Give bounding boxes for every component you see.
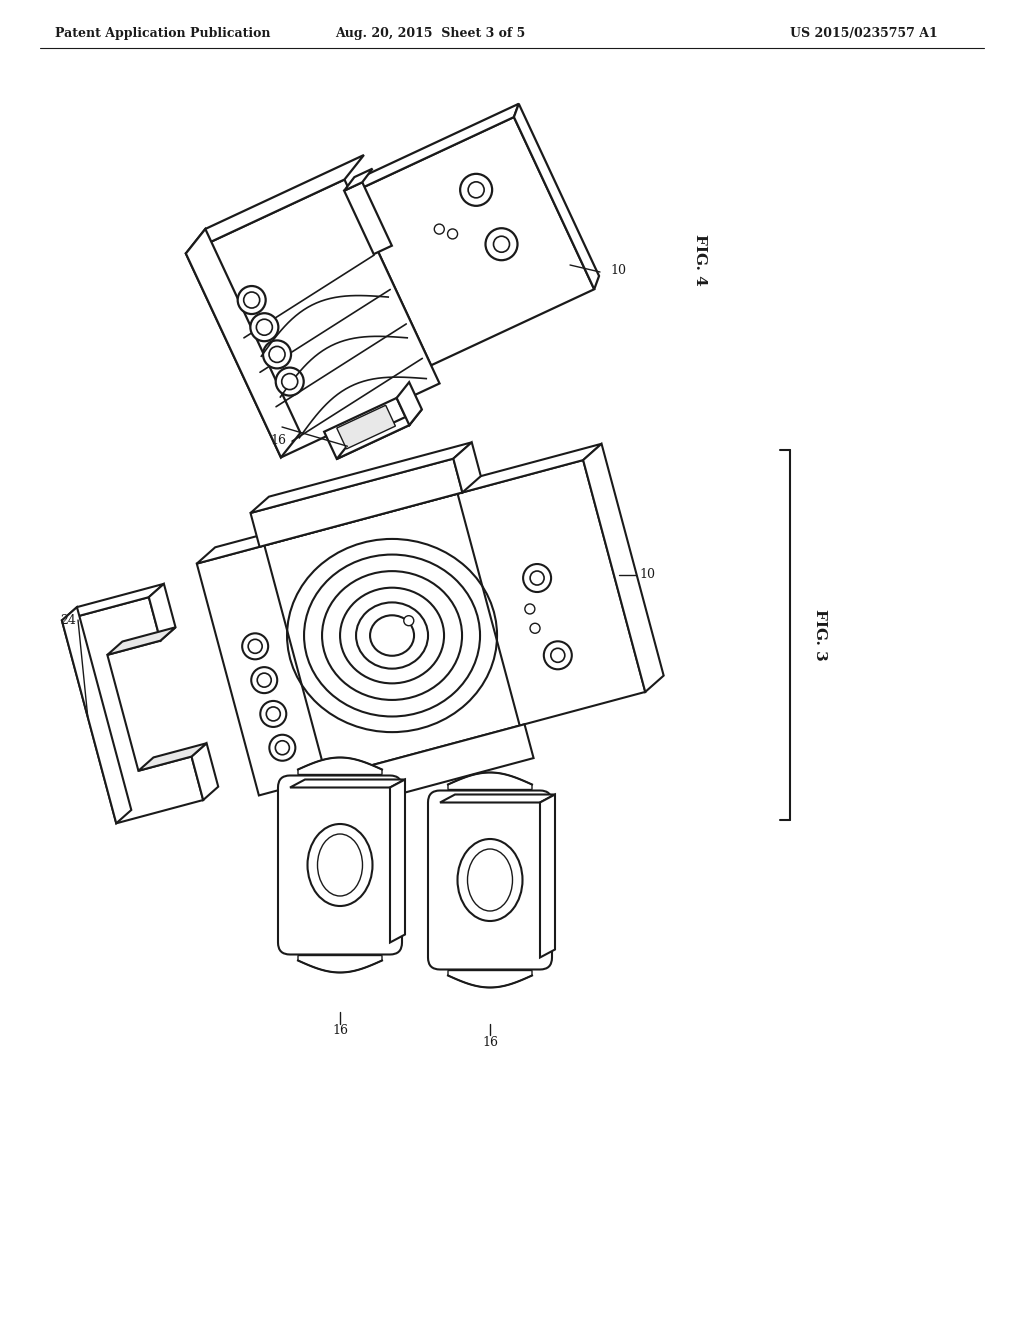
Circle shape — [530, 572, 544, 585]
Polygon shape — [298, 956, 382, 973]
Circle shape — [494, 236, 510, 252]
Text: 10: 10 — [610, 264, 626, 276]
Polygon shape — [185, 228, 300, 458]
Circle shape — [242, 634, 268, 659]
Ellipse shape — [307, 824, 373, 906]
Text: 24: 24 — [60, 614, 76, 627]
Polygon shape — [197, 444, 601, 564]
Polygon shape — [298, 758, 382, 775]
Polygon shape — [61, 607, 131, 824]
Text: FIG. 3: FIG. 3 — [813, 609, 827, 661]
Ellipse shape — [458, 840, 522, 921]
Circle shape — [468, 182, 484, 198]
Polygon shape — [251, 458, 463, 546]
Polygon shape — [396, 383, 422, 425]
Polygon shape — [449, 970, 532, 987]
Circle shape — [244, 292, 260, 308]
Polygon shape — [351, 117, 594, 366]
Text: Patent Application Publication: Patent Application Publication — [55, 26, 270, 40]
Polygon shape — [440, 795, 555, 803]
Polygon shape — [337, 405, 395, 449]
Polygon shape — [390, 780, 406, 942]
Polygon shape — [148, 583, 175, 640]
Polygon shape — [583, 444, 664, 692]
Circle shape — [460, 174, 493, 206]
Circle shape — [485, 228, 517, 260]
Circle shape — [447, 228, 458, 239]
Circle shape — [525, 605, 535, 614]
Polygon shape — [344, 169, 373, 190]
Circle shape — [248, 639, 262, 653]
Polygon shape — [344, 182, 392, 255]
Polygon shape — [61, 597, 203, 824]
Circle shape — [256, 319, 272, 335]
Text: FIG. 4: FIG. 4 — [693, 234, 707, 286]
FancyBboxPatch shape — [278, 776, 402, 954]
Circle shape — [250, 313, 279, 341]
Polygon shape — [185, 154, 364, 253]
Polygon shape — [185, 180, 439, 458]
Ellipse shape — [468, 849, 512, 911]
Circle shape — [251, 667, 278, 693]
Polygon shape — [337, 409, 422, 459]
Circle shape — [238, 286, 265, 314]
Text: US 2015/0235757 A1: US 2015/0235757 A1 — [790, 26, 938, 40]
Text: 16: 16 — [332, 1023, 348, 1036]
Polygon shape — [449, 772, 532, 789]
Polygon shape — [138, 743, 207, 771]
Polygon shape — [197, 461, 645, 796]
Circle shape — [434, 224, 444, 234]
Circle shape — [551, 648, 565, 663]
Polygon shape — [540, 795, 555, 957]
Circle shape — [263, 341, 291, 368]
Text: 16: 16 — [270, 433, 286, 446]
Polygon shape — [351, 104, 519, 193]
Circle shape — [269, 346, 285, 363]
Circle shape — [275, 367, 304, 396]
Circle shape — [275, 741, 290, 755]
Polygon shape — [454, 442, 481, 492]
Circle shape — [257, 673, 271, 688]
Ellipse shape — [317, 834, 362, 896]
Circle shape — [544, 642, 571, 669]
Circle shape — [282, 374, 298, 389]
Circle shape — [266, 708, 281, 721]
Polygon shape — [108, 627, 175, 655]
Polygon shape — [322, 725, 534, 812]
Circle shape — [260, 701, 287, 727]
Text: 10: 10 — [639, 568, 655, 581]
Polygon shape — [191, 743, 218, 800]
Polygon shape — [514, 104, 599, 289]
Circle shape — [530, 623, 540, 634]
Polygon shape — [325, 397, 410, 459]
FancyBboxPatch shape — [428, 791, 552, 969]
Circle shape — [269, 735, 295, 760]
Text: 16: 16 — [482, 1035, 498, 1048]
Text: Aug. 20, 2015  Sheet 3 of 5: Aug. 20, 2015 Sheet 3 of 5 — [335, 26, 525, 40]
Circle shape — [523, 564, 551, 593]
Polygon shape — [61, 583, 164, 620]
Polygon shape — [251, 442, 472, 513]
Circle shape — [403, 615, 414, 626]
Polygon shape — [290, 780, 406, 788]
